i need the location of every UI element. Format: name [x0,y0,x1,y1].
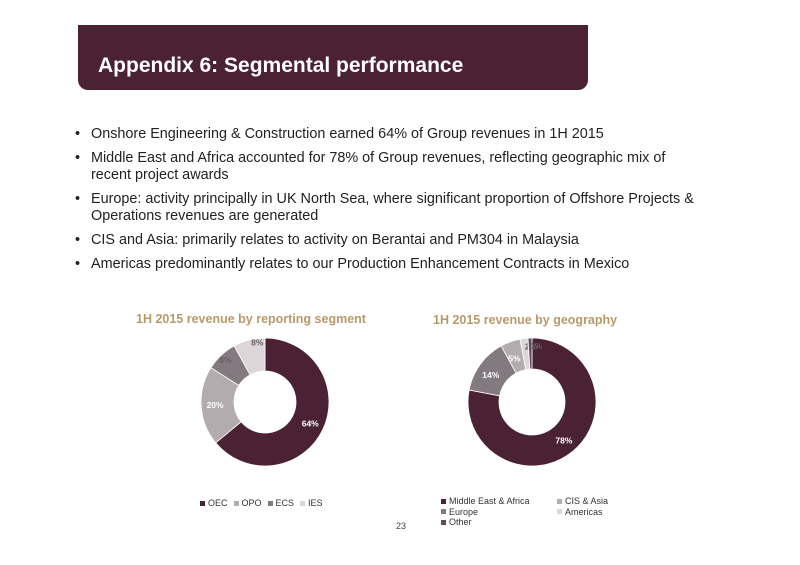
donut-slice-ies [233,337,266,376]
data-label: 14% [482,370,499,380]
data-label: 20% [207,400,224,410]
bullet-item: • Onshore Engineering & Construction earn… [75,126,695,143]
legend-item: Americas [557,507,647,518]
legend-label: CIS & Asia [565,496,609,506]
bullet-text: CIS and Asia: primarily relates to activ… [91,232,579,248]
legend-item: ECS [267,498,295,508]
legend-swatch [300,500,306,506]
legend-swatch [441,498,446,504]
data-label: 1% [530,341,543,351]
legend-label: IES [308,498,323,508]
bullet-marker: • [75,232,81,248]
legend-label: OEC [208,498,228,508]
bullet-marker: • [75,150,81,166]
segment-legend: OEC OPO ECS IES [200,498,323,508]
legend-item: Other [441,517,557,528]
bullet-list: • Onshore Engineering & Construction earn… [75,126,695,280]
bullet-item: • Americas predominantly relates to our P… [75,256,695,273]
geography-donut-chart: 78%14%5%2%1% [467,337,597,467]
legend-item: CIS & Asia [557,496,647,507]
bullet-marker: • [75,191,81,207]
bullet-item: • CIS and Asia: primarily relates to acti… [75,232,695,249]
geography-chart-title: 1H 2015 revenue by geography [433,313,618,327]
legend-label: Americas [565,506,603,517]
data-label: 8% [219,355,232,365]
bullet-item: • Europe: activity principally in UK Nort… [75,191,695,225]
legend-swatch [233,500,239,506]
bullet-text: Onshore Engineering & Construction earne… [91,126,604,142]
legend-label: Europe [449,506,479,517]
geography-legend: Middle East & Africa CIS & Asia Europe Amer… [441,496,647,528]
legend-swatch [441,519,446,525]
donut-slice-other [527,337,533,370]
page-number: 23 [396,521,407,531]
data-label: 8% [251,338,264,348]
segment-donut-chart: 64% 20% 8% 8% [200,337,330,467]
data-label: 64% [302,418,319,428]
legend-label: ECS [275,498,295,508]
bullet-text: Europe: activity principally in UK North… [91,191,694,224]
legend-label: Other [449,517,472,527]
legend-swatch [557,509,562,515]
bullet-item: • Middle East and Africa accounted for 78… [75,150,695,184]
bullet-marker: • [75,256,81,272]
segment-chart-title: 1H 2015 revenue by reporting segment [136,312,366,326]
legend-swatch [557,498,562,504]
bullet-marker: • [75,126,81,142]
legend-label: OPO [241,498,262,508]
legend-swatch [441,509,446,515]
title-bar: Appendix 6: Segmental performance [78,25,588,90]
bullet-text: Americas predominantly relates to our Pr… [91,256,630,272]
legend-label: Middle East & Africa [449,496,530,506]
legend-item: IES [300,498,323,508]
legend-item: Europe [441,507,557,518]
page-title: Appendix 6: Segmental performance [98,54,464,77]
legend-item: Middle East & Africa [441,496,557,507]
legend-item: OEC [200,498,228,508]
bullet-text: Middle East and Africa accounted for 78%… [91,150,666,183]
donut-slice-middle-east-africa [467,337,597,467]
donut-slice-oec [215,337,330,467]
legend-swatch [200,500,205,506]
data-label: 5% [508,354,521,364]
legend-swatch [267,500,273,506]
data-label: 78% [555,436,572,446]
legend-item: OPO [233,498,262,508]
